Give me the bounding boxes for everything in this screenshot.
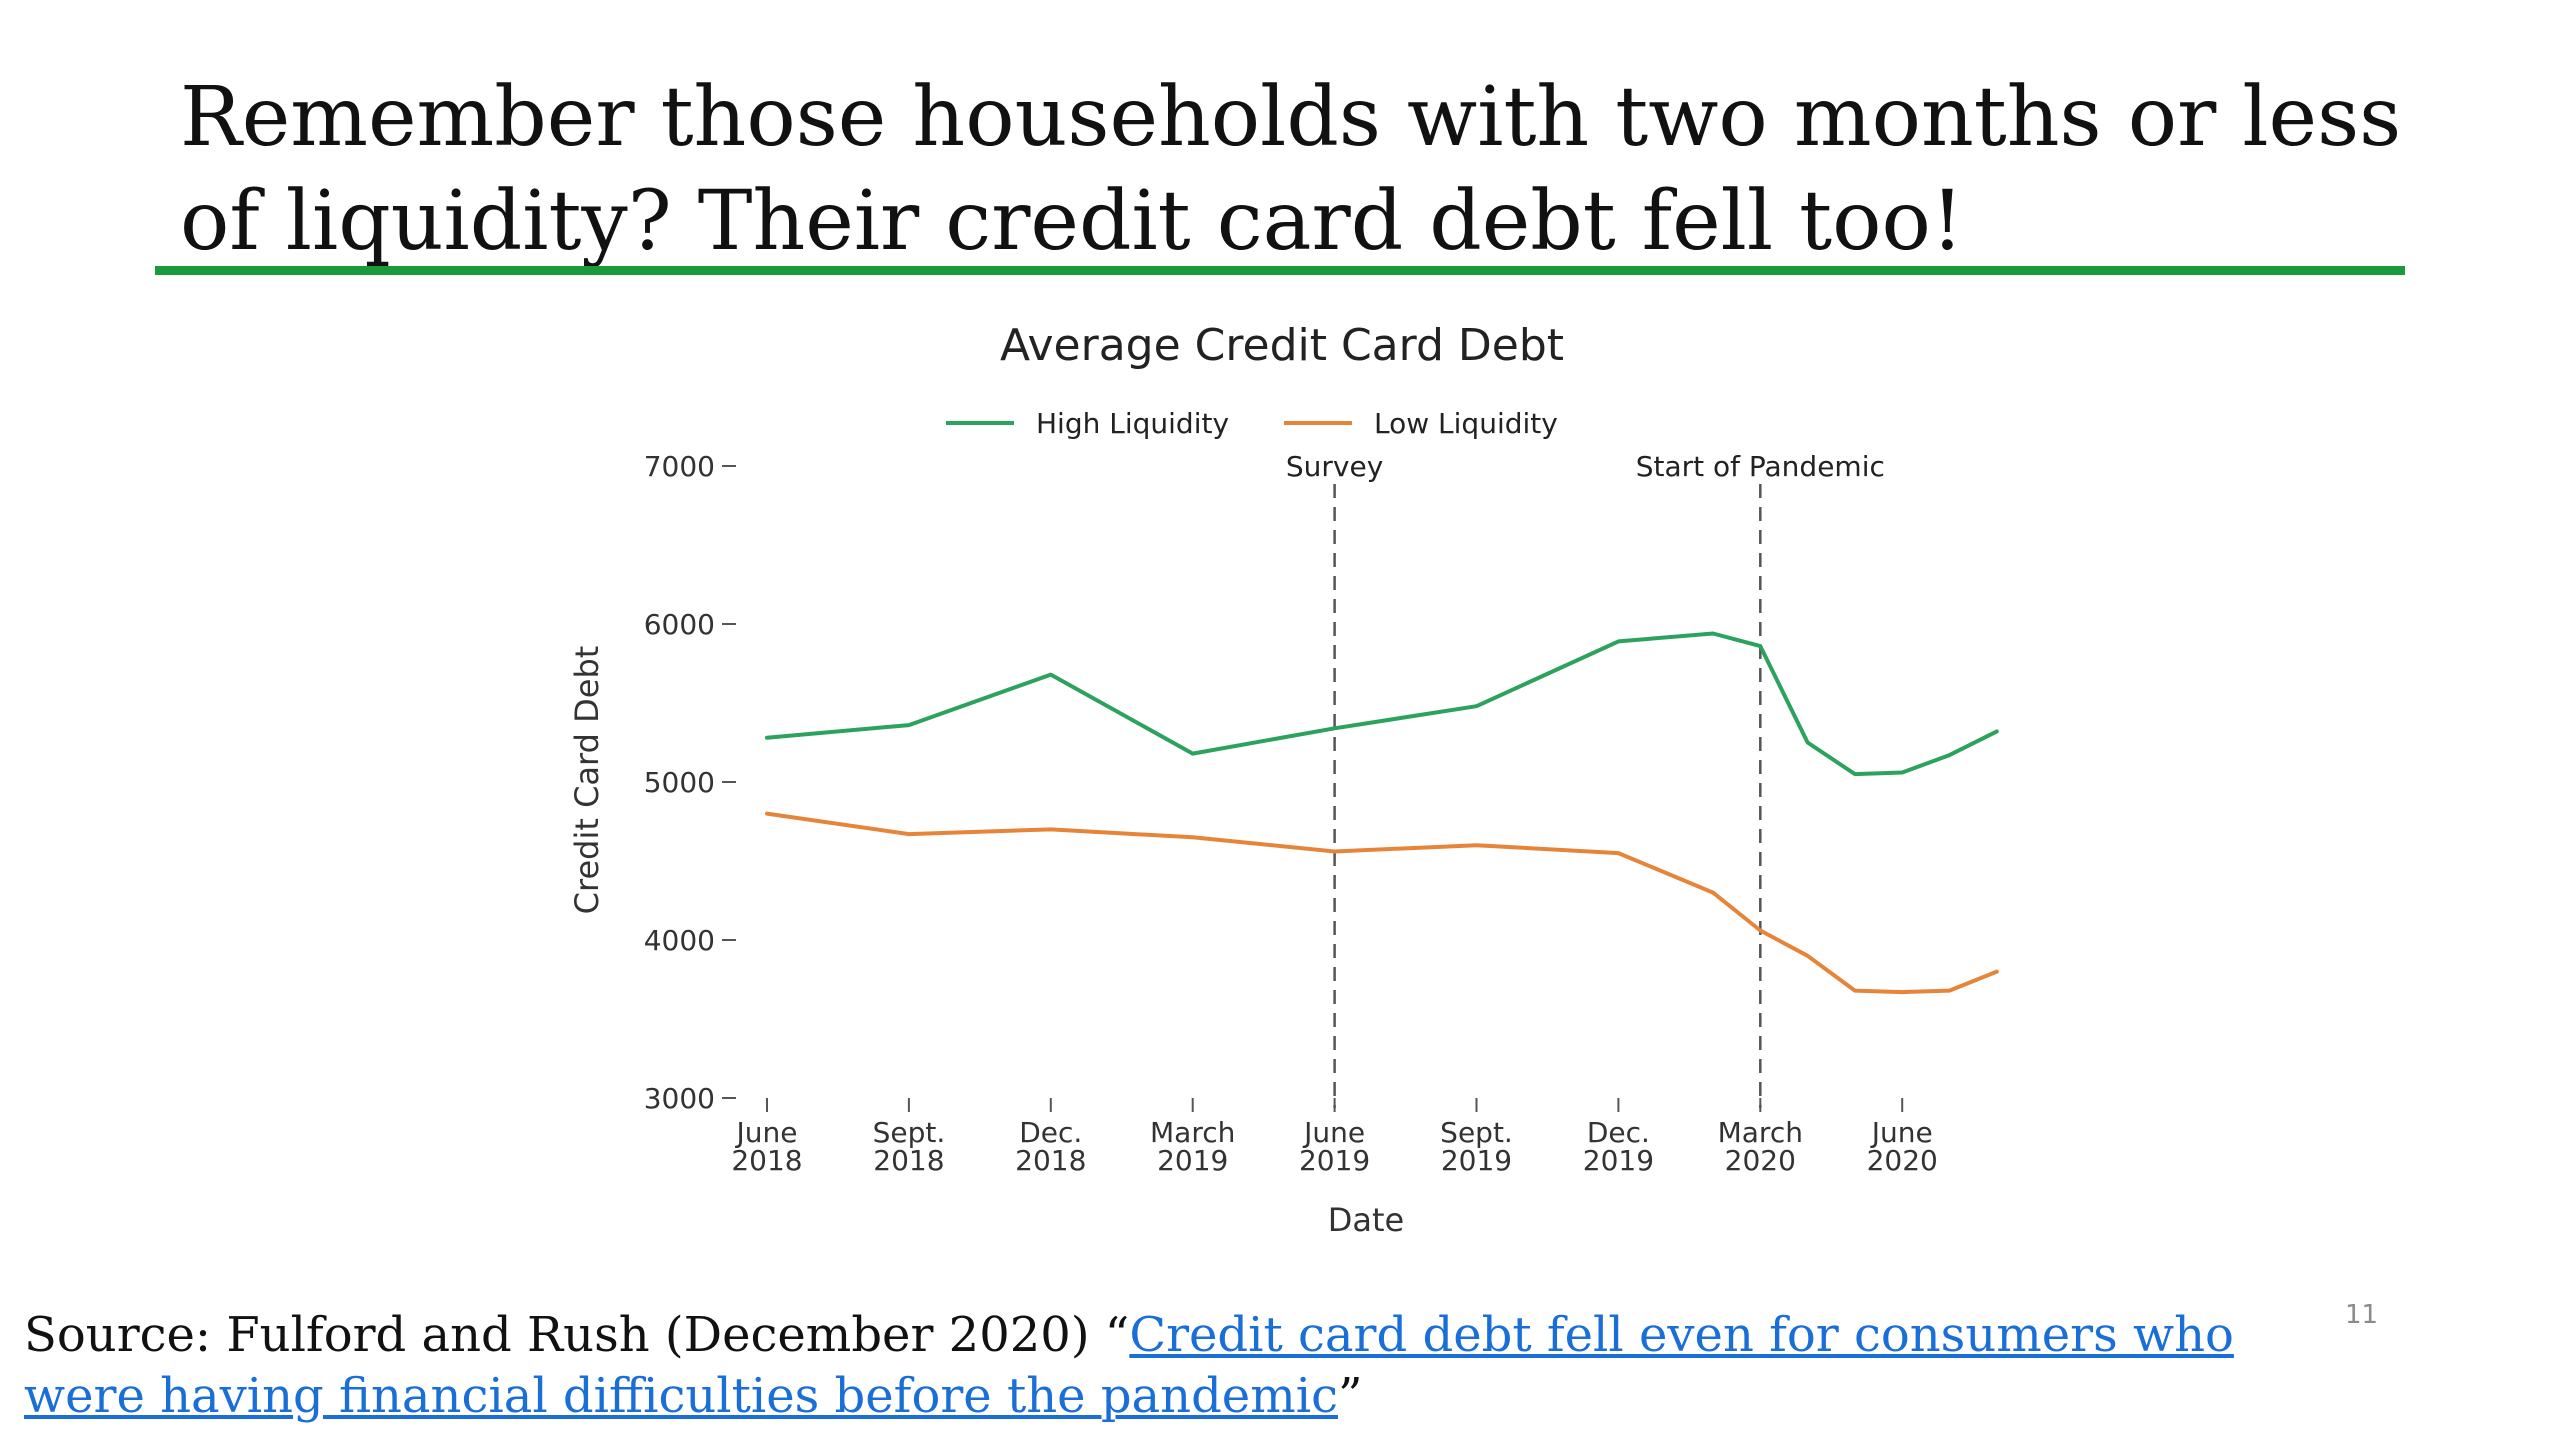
x-tick-label: Dec. [1019, 1116, 1082, 1149]
source-citation: Source: Fulford and Rush (December 2020)… [24, 1305, 2344, 1427]
chart-legend: High Liquidity Low Liquidity [946, 407, 1558, 440]
y-tick-label: 6000 [644, 608, 715, 641]
chart-annotations: Survey Start of Pandemic [1286, 450, 1885, 1108]
source-link[interactable]: Credit card debt fell even for consumers… [24, 1307, 2234, 1424]
x-axis-label: Date [1328, 1201, 1404, 1239]
x-tick-label: 2019 [1299, 1144, 1370, 1177]
x-axis: June2018Sept.2018Dec.2018March2019June20… [731, 1098, 1938, 1177]
x-tick-label: 2018 [873, 1144, 944, 1177]
series-line [765, 811, 1999, 995]
slide-number: 11 [2345, 1300, 2379, 1330]
title-underline [155, 266, 2405, 275]
x-tick-label: 2019 [1583, 1144, 1654, 1177]
x-tick-label: 2019 [1157, 1144, 1228, 1177]
y-axis: 3000 4000 5000 6000 7000 [644, 450, 736, 1115]
legend-label: High Liquidity [1036, 407, 1229, 440]
x-tick-label: Sept. [1440, 1116, 1513, 1149]
source-suffix: ” [1337, 1368, 1363, 1424]
chart-series [765, 631, 1999, 995]
x-tick-label: June [1870, 1116, 1933, 1149]
y-tick-label: 3000 [644, 1082, 715, 1115]
y-tick-label: 5000 [644, 766, 715, 799]
chart-title: Average Credit Card Debt [1000, 320, 1564, 371]
y-tick-label: 7000 [644, 450, 715, 483]
x-tick-label: June [1302, 1116, 1365, 1149]
x-tick-label: Dec. [1587, 1116, 1650, 1149]
x-tick-label: 2018 [731, 1144, 802, 1177]
y-axis-label: Credit Card Debt [568, 646, 606, 915]
source-prefix: Source: Fulford and Rush (December 2020)… [24, 1307, 1130, 1363]
x-tick-label: 2019 [1441, 1144, 1512, 1177]
x-tick-label: 2020 [1867, 1144, 1938, 1177]
x-tick-label: March [1718, 1116, 1803, 1149]
x-tick-label: March [1150, 1116, 1235, 1149]
annotation-label: Survey [1286, 450, 1383, 483]
legend-label: Low Liquidity [1374, 407, 1558, 440]
annotation-label: Start of Pandemic [1636, 450, 1885, 483]
x-tick-label: 2020 [1725, 1144, 1796, 1177]
y-tick-label: 4000 [644, 924, 715, 957]
x-tick-label: June [735, 1116, 798, 1149]
x-tick-label: 2018 [1015, 1144, 1086, 1177]
series-line [765, 631, 1999, 777]
slide-title: Remember those households with two month… [180, 70, 2402, 269]
x-tick-label: Sept. [873, 1116, 946, 1149]
